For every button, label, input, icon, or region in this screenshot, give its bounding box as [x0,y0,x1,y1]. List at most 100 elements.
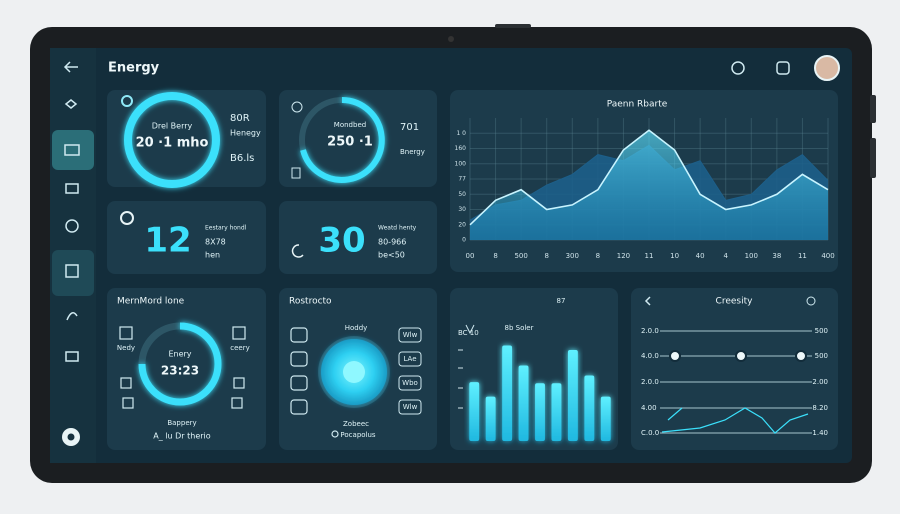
card-title: Rostrocto [289,297,332,307]
card-icon [290,375,308,391]
card [107,288,266,450]
sparkline [661,407,809,434]
card-icon [122,397,134,409]
x-tick-label: 400 [821,252,834,260]
slider-knob[interactable] [669,350,681,362]
card [107,90,266,187]
slider-right-label: 500 [815,327,828,335]
nav-icon[interactable] [65,351,79,362]
nav-icon[interactable] [64,144,80,156]
bar [551,383,562,441]
focus-label: Hoddy [345,324,368,332]
focus-footer: Zobeec [343,420,369,428]
sidebar-active[interactable] [52,130,94,170]
home-button-dot [67,433,75,441]
slider-knob[interactable] [735,350,747,362]
orb-core [343,361,365,383]
focus-chip [398,375,422,391]
stat-text: Weatd henty [378,225,417,232]
nav-icon[interactable] [65,183,79,194]
card-icon [119,326,133,340]
page-title: Energy [108,61,160,76]
card-icon [232,326,246,340]
timer-footer: A_ lu Dr therio [153,432,210,441]
x-tick-label: 4 [723,252,728,260]
x-tick-label: 120 [617,252,630,260]
sidebar-item[interactable] [52,250,94,296]
slider-left-label: 2.0.0 [641,378,659,386]
nav-icon[interactable] [64,99,78,109]
y-tick-label: 30 [458,206,466,213]
stat-value: 12 [144,221,191,261]
timer-footer: Bappery [167,419,196,427]
bar [600,396,611,441]
slider-right-label: 2.00 [812,378,828,386]
slider-knob[interactable] [795,350,807,362]
camera [448,36,454,42]
x-tick-label: 8 [544,252,548,260]
focus-chip [398,327,422,343]
gauge-side-text: Bnergy [400,148,425,156]
x-tick-label: 11 [798,252,807,260]
focus-chip-label: Wlw [403,331,418,339]
focus-chip-label: LAe [403,355,416,363]
x-tick-label: 8 [596,252,600,260]
y-tick-label: 20 [458,221,466,228]
area [470,130,828,240]
nav-icon[interactable] [65,264,79,278]
card-icon [291,101,303,113]
stat-text: Eestary hondl [205,225,247,232]
stat-text: be<50 [378,251,405,260]
stat-value: 30 [318,221,365,261]
chart-title: 87 [557,297,566,305]
focus-chip-label: Wlw [403,403,418,411]
card [107,201,266,274]
bar [584,375,595,441]
card-icon [231,397,243,409]
card-icon [290,327,308,343]
gauge-side-text: B6.ls [230,153,254,164]
y-tick-label: 1 0 [456,130,466,137]
ring-progress [138,322,222,406]
timer-value: 23:23 [161,364,199,378]
card-icon [291,244,304,258]
x-tick-label: 00 [466,252,475,260]
area-line [469,129,829,226]
back-button[interactable] [63,61,78,73]
previous-button[interactable] [644,296,651,306]
device-button [495,24,531,28]
card-icon [806,296,816,306]
header-icon[interactable] [731,61,745,75]
bar [502,345,513,441]
card-icon [290,351,308,367]
focus-footer: Pocapolus [340,431,376,439]
device-button [870,95,876,123]
chart-subtitle: 8b Soler [505,324,534,332]
card-icon [290,399,308,415]
slider-left-label: 2.0.0 [641,327,659,335]
card-title: Creesity [716,297,754,307]
nav-icon[interactable] [66,312,78,321]
device-button [870,138,876,178]
focus-chip-label: Wbo [402,379,418,387]
slider-right-label: 8.20 [812,404,828,412]
bar [469,382,480,441]
gauge-value: 20 ·1 mho [136,136,209,151]
focus-chip [398,351,422,367]
x-tick-label: 10 [670,252,679,260]
x-tick-label: 300 [566,252,579,260]
nav-icon[interactable] [65,219,79,233]
slider-right-label: 500 [815,352,828,360]
x-tick-label: 500 [514,252,527,260]
header-icon[interactable] [776,61,790,75]
avatar[interactable] [814,55,840,81]
slider-left-label: 4.00 [641,404,657,412]
card [631,288,838,450]
bar [535,383,545,441]
stat-text: 8X78 [205,238,226,247]
focus-chip [398,399,422,415]
timer-label: Enery [168,350,191,359]
y-tick-label: 100 [455,160,467,167]
stat-text: hen [205,251,220,260]
